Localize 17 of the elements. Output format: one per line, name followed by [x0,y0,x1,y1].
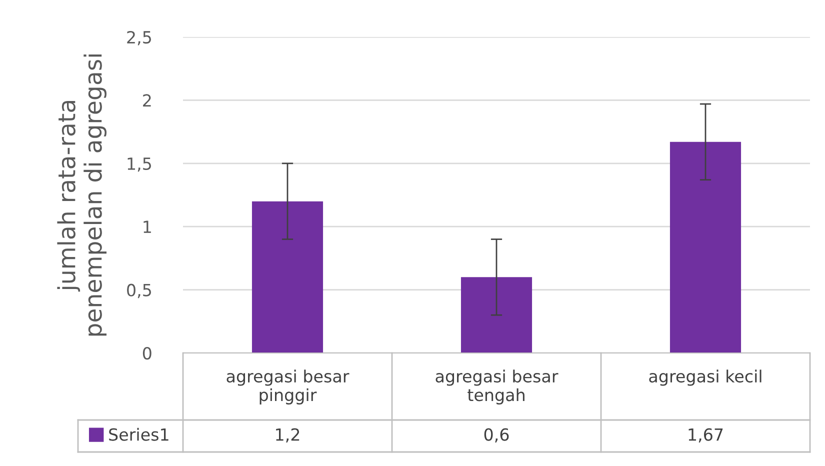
data-label: 1,67 [688,428,723,443]
y-tick-label: 0,5 [127,284,151,298]
data-label: 0,6 [484,428,509,443]
data-label: 1,2 [276,428,300,443]
x-tick-label: agregasi kecil [649,370,762,386]
bar [670,142,742,353]
y-axis-title: jumlah rata-rata penempelan di agregasi [57,54,106,336]
y-tick-label: 1 [144,220,151,233]
x-tick-label: agregasi besar pinggir [226,370,350,404]
bar [460,277,532,353]
y-tick-label: 2 [143,94,151,107]
y-tick-label: 0 [142,346,152,360]
y-tick-label: 1,5 [128,158,151,172]
bar [252,201,324,353]
x-tick-label: agregasi besar tengah [436,370,558,404]
y-tick-label: 2,5 [127,30,151,46]
legend-label: Series1 [109,428,168,441]
